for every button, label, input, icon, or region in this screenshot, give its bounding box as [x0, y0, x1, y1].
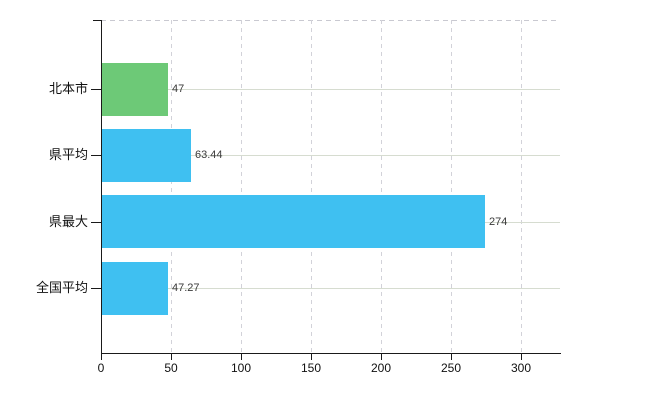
vertical-gridline — [450, 20, 452, 353]
horizontal-gridline — [101, 288, 560, 289]
category-label: 県平均 — [48, 147, 88, 162]
x-axis-tick — [311, 354, 312, 360]
x-axis-tick-label: 250 — [440, 361, 462, 375]
horizontal-gridline — [101, 155, 560, 156]
category-label: 県最大 — [48, 214, 88, 229]
horizontal-gridline — [101, 89, 560, 90]
bar — [102, 129, 191, 182]
bar — [102, 262, 168, 315]
value-label: 47 — [172, 83, 185, 95]
x-axis-tick — [451, 354, 452, 360]
vertical-gridline — [240, 20, 242, 353]
value-label: 274 — [489, 216, 508, 228]
x-axis-tick-label: 100 — [230, 361, 252, 375]
x-axis-tick — [171, 354, 172, 360]
x-axis-tick — [241, 354, 242, 360]
category-label: 北本市 — [48, 81, 88, 96]
vertical-gridline — [380, 20, 382, 353]
vertical-gridline — [520, 20, 522, 353]
value-label: 63.44 — [195, 149, 223, 161]
y-axis-tick — [91, 155, 101, 156]
x-axis-tick-label: 300 — [510, 361, 532, 375]
x-axis-tick-label: 150 — [300, 361, 322, 375]
y-axis-top-tick — [93, 20, 101, 21]
y-axis-tick — [91, 222, 101, 223]
plot-top-border — [101, 20, 560, 21]
y-axis-tick — [91, 89, 101, 90]
y-axis-tick — [91, 288, 101, 289]
value-label: 47.27 — [172, 282, 200, 294]
vertical-gridline — [170, 20, 172, 353]
x-axis-tick — [521, 354, 522, 360]
bar — [102, 63, 168, 116]
x-axis-line — [101, 353, 561, 354]
bar — [102, 195, 485, 248]
x-axis-tick — [101, 354, 102, 360]
x-axis-tick-label: 0 — [97, 361, 105, 375]
vertical-gridline — [310, 20, 312, 353]
y-axis-line — [101, 20, 102, 353]
x-axis-tick-label: 50 — [164, 361, 178, 375]
x-axis-tick — [381, 354, 382, 360]
category-label: 全国平均 — [35, 280, 88, 295]
x-axis-tick-label: 200 — [370, 361, 392, 375]
